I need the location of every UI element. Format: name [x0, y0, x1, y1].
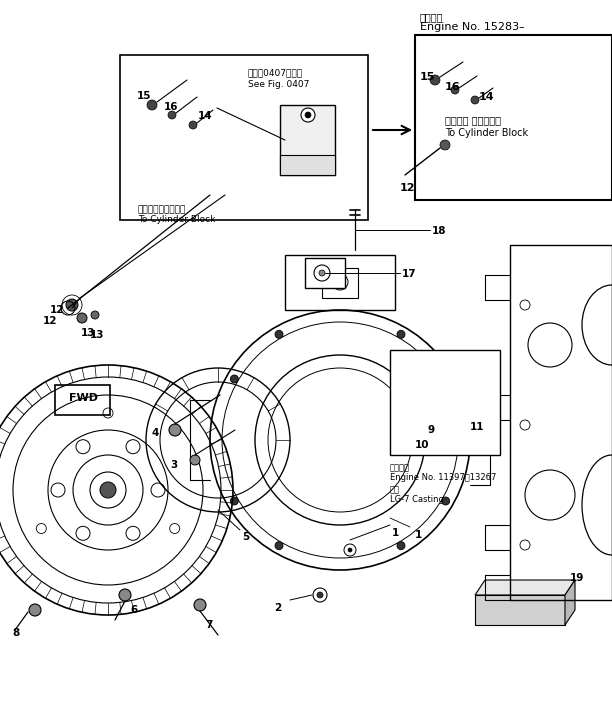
Circle shape: [451, 86, 459, 94]
Bar: [120, 55, 368, 220]
Circle shape: [91, 311, 99, 319]
Circle shape: [430, 75, 440, 85]
Circle shape: [168, 111, 176, 119]
Circle shape: [427, 387, 437, 397]
Text: シリンダ ブロックへ: シリンダ ブロックへ: [445, 115, 501, 125]
Text: 2: 2: [274, 603, 282, 613]
Circle shape: [348, 548, 352, 552]
Polygon shape: [475, 580, 575, 595]
Text: 適用号機: 適用号機: [390, 463, 410, 472]
Text: 12: 12: [399, 183, 415, 193]
Text: 15: 15: [419, 72, 435, 82]
Circle shape: [471, 96, 479, 104]
Circle shape: [100, 482, 116, 498]
Circle shape: [147, 100, 157, 110]
Bar: [280, 155, 335, 175]
Circle shape: [301, 108, 315, 122]
Circle shape: [189, 121, 197, 129]
Circle shape: [119, 589, 131, 601]
Polygon shape: [475, 595, 565, 625]
Text: 16: 16: [444, 82, 460, 92]
Circle shape: [317, 592, 323, 598]
Text: 17: 17: [402, 269, 417, 279]
Text: 1: 1: [392, 528, 399, 538]
Circle shape: [230, 375, 238, 383]
Circle shape: [337, 279, 343, 285]
Circle shape: [275, 542, 283, 550]
Text: To Cylinder Block: To Cylinder Block: [445, 128, 528, 138]
Bar: [285, 255, 395, 310]
Circle shape: [442, 375, 450, 383]
Bar: [390, 350, 500, 455]
Text: 注射: 注射: [390, 485, 400, 494]
Text: 14: 14: [479, 92, 494, 102]
Text: 10: 10: [415, 440, 430, 450]
Text: 14: 14: [198, 111, 212, 121]
Circle shape: [397, 542, 405, 550]
Bar: [305, 258, 345, 288]
Text: 6: 6: [130, 605, 137, 615]
Bar: [415, 35, 612, 200]
Text: 11: 11: [470, 422, 485, 432]
Circle shape: [305, 112, 311, 118]
Text: 9: 9: [428, 425, 435, 435]
Circle shape: [319, 270, 325, 276]
Text: 1: 1: [415, 530, 422, 540]
Text: 5: 5: [242, 532, 249, 542]
Text: 12: 12: [43, 316, 58, 326]
Text: 参考図0407参照図: 参考図0407参照図: [248, 68, 303, 77]
Text: 13: 13: [81, 328, 95, 338]
Circle shape: [442, 497, 450, 505]
Text: 3: 3: [170, 460, 177, 470]
Text: 4: 4: [152, 428, 159, 438]
Circle shape: [169, 424, 181, 436]
Polygon shape: [565, 580, 575, 625]
Text: 18: 18: [432, 226, 447, 236]
Circle shape: [190, 455, 200, 465]
Bar: [322, 268, 358, 298]
Text: 適用号機: 適用号機: [420, 12, 444, 22]
Text: 15: 15: [136, 91, 151, 101]
Text: 13: 13: [90, 330, 105, 340]
Circle shape: [194, 599, 206, 611]
Text: Engine No. 11397～13267: Engine No. 11397～13267: [390, 473, 496, 482]
Text: 7: 7: [205, 620, 212, 630]
Text: シリンダブロックへ: シリンダブロックへ: [138, 205, 187, 214]
Text: To Cylinder Block: To Cylinder Block: [138, 215, 215, 224]
Text: LG-7 Casting: LG-7 Casting: [390, 495, 444, 504]
Text: 12: 12: [50, 305, 64, 315]
Circle shape: [77, 313, 87, 323]
Text: 16: 16: [164, 102, 178, 112]
Text: 19: 19: [570, 573, 584, 583]
Text: Engine No. 15283–: Engine No. 15283–: [420, 22, 524, 32]
Circle shape: [66, 299, 78, 311]
Circle shape: [397, 330, 405, 339]
Circle shape: [230, 497, 238, 505]
Text: FWD: FWD: [69, 393, 97, 403]
Circle shape: [275, 330, 283, 339]
Circle shape: [440, 140, 450, 150]
Text: 8: 8: [12, 628, 19, 638]
Text: See Fig. 0407: See Fig. 0407: [248, 80, 310, 89]
Circle shape: [29, 604, 41, 616]
Bar: [280, 105, 335, 175]
